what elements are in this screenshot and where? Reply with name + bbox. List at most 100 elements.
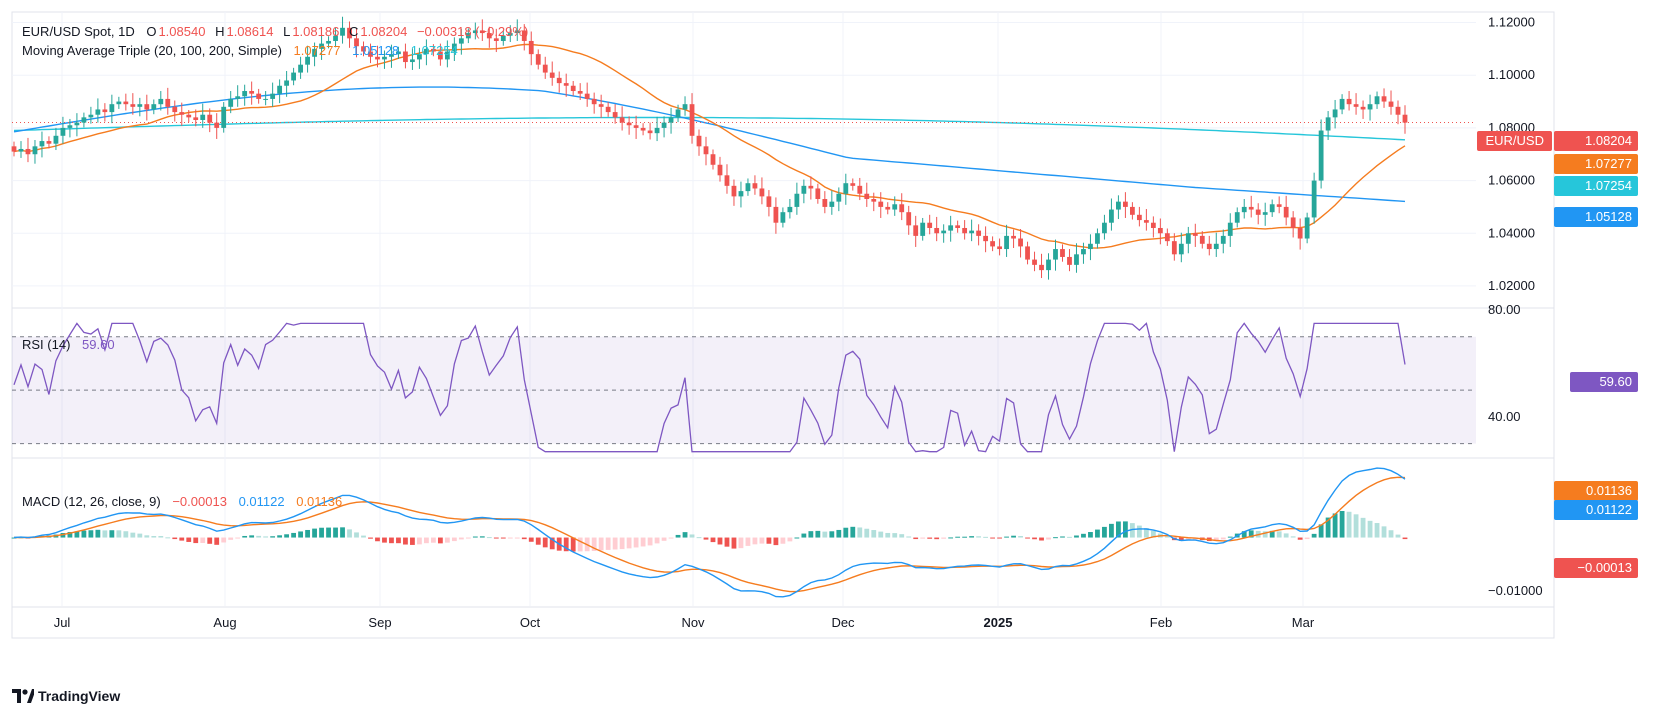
ma100-line: [13, 86, 1406, 203]
macd-hist-bar: [1227, 536, 1233, 538]
macd-hist-bar: [249, 535, 255, 538]
macd-hist-bar: [396, 537, 401, 544]
candle-body: [284, 80, 290, 86]
last-price-tag: 1.08204: [1554, 131, 1638, 151]
macd-hist-bar: [1123, 521, 1128, 538]
candle-body: [32, 146, 38, 155]
candle-body: [200, 114, 206, 120]
candle-body: [375, 56, 380, 60]
symbol-label: EUR/USD Spot, 1D: [22, 24, 135, 39]
macd-hist-bar: [1269, 530, 1275, 538]
candle-body: [95, 109, 101, 115]
candle-body: [822, 199, 828, 207]
candle-body: [514, 30, 520, 34]
macd-hist-bar: [752, 537, 758, 545]
macd-hist-bar: [228, 537, 234, 540]
candle-body: [1206, 243, 1212, 250]
macd-hist-bar: [1297, 537, 1303, 540]
candle-body: [417, 54, 422, 60]
candle-body: [759, 188, 765, 197]
candle-body: [102, 109, 108, 113]
macd-hist-bar: [696, 537, 702, 539]
macd-hist-bar: [347, 529, 352, 538]
candle-body: [871, 199, 877, 202]
candle-body: [347, 27, 352, 39]
macd-hist-bar: [221, 537, 227, 543]
macd-hist-bar: [193, 537, 199, 544]
candle-body: [584, 93, 590, 99]
time-tick-label: Sep: [368, 615, 391, 630]
macd-hist-bar: [549, 537, 555, 550]
symbol-tag: EUR/USD: [1477, 131, 1552, 151]
macd-hist-bar: [598, 537, 604, 551]
candle-body: [745, 183, 751, 192]
macd-hist-bar: [612, 537, 618, 550]
macd-hist-bar: [500, 537, 506, 539]
candle-body: [752, 183, 758, 189]
candle-body: [850, 183, 856, 186]
candle-body: [1095, 233, 1100, 244]
candle-body: [570, 85, 576, 92]
candle-body: [675, 109, 681, 118]
candle-body: [1088, 243, 1093, 250]
macd-hist-bar: [444, 537, 450, 543]
macd-hist-bar: [1081, 533, 1086, 538]
macd-hist-bar: [766, 537, 772, 544]
macd-hist-bar: [738, 537, 744, 549]
brand-label: TradingView: [38, 688, 121, 704]
candle-body: [179, 112, 185, 115]
macd-hist-bar: [151, 536, 157, 538]
macd-hist-bar: [1276, 531, 1282, 538]
macd-hist-bar: [291, 532, 296, 538]
macd-hist-bar: [1353, 514, 1359, 538]
candle-body: [1123, 201, 1128, 207]
candle-body: [1004, 235, 1009, 250]
candle-body: [451, 43, 457, 52]
macd-signal-value: 0.01136: [296, 494, 343, 509]
macd-hist-bar: [1283, 533, 1289, 538]
macd-hist-bar: [1109, 523, 1114, 538]
macd-hist-bar: [1346, 511, 1352, 538]
candle-body: [710, 154, 716, 165]
macd-hist-bar: [465, 537, 471, 539]
candle-body: [1060, 249, 1065, 257]
macd-hist-bar: [1150, 530, 1156, 538]
macd-hist-value: −0.00013: [172, 494, 227, 509]
candle-body: [228, 98, 234, 107]
macd-hist-bar: [263, 536, 269, 538]
ma200-tag: 1.07254: [1554, 176, 1638, 196]
candle-body: [81, 117, 87, 123]
candle-body: [137, 104, 143, 107]
candle-body: [1367, 104, 1373, 110]
candle-body: [1192, 233, 1198, 236]
change-value: −0.00318 (−0.29%): [416, 24, 529, 39]
macd-hist-bar: [836, 529, 842, 538]
candle-body: [403, 51, 408, 63]
macd-hist-bar: [424, 537, 429, 544]
candle-body: [1109, 209, 1114, 223]
macd-hist-bar: [179, 537, 185, 541]
macd-hist-bar: [1311, 533, 1317, 538]
high-label: H: [215, 24, 225, 39]
candle-body: [1171, 241, 1177, 255]
ma100-value: 1.05128: [352, 43, 400, 58]
macd-hist-bar: [1213, 537, 1219, 541]
tradingview-logo[interactable]: TradingView: [12, 688, 120, 704]
macd-hist-bar: [298, 531, 303, 538]
macd-hist-bar: [1088, 532, 1093, 538]
macd-hist-bar: [675, 534, 681, 538]
candle-body: [1213, 243, 1219, 250]
candle-body: [563, 83, 569, 86]
macd-hist-bar: [1332, 513, 1338, 538]
rsi-legend-value: 59.60: [82, 337, 115, 352]
candle-body: [186, 114, 192, 118]
macd-hist-bar: [326, 527, 331, 538]
macd-hist-bar: [913, 537, 919, 540]
candle-body: [626, 122, 632, 126]
rsi-tick-label: 80.00: [1488, 302, 1521, 317]
macd-hist-bar: [843, 527, 849, 538]
candle-body: [214, 122, 220, 128]
macd-hist-bar: [892, 533, 898, 538]
macd-hist-bar: [605, 537, 611, 550]
